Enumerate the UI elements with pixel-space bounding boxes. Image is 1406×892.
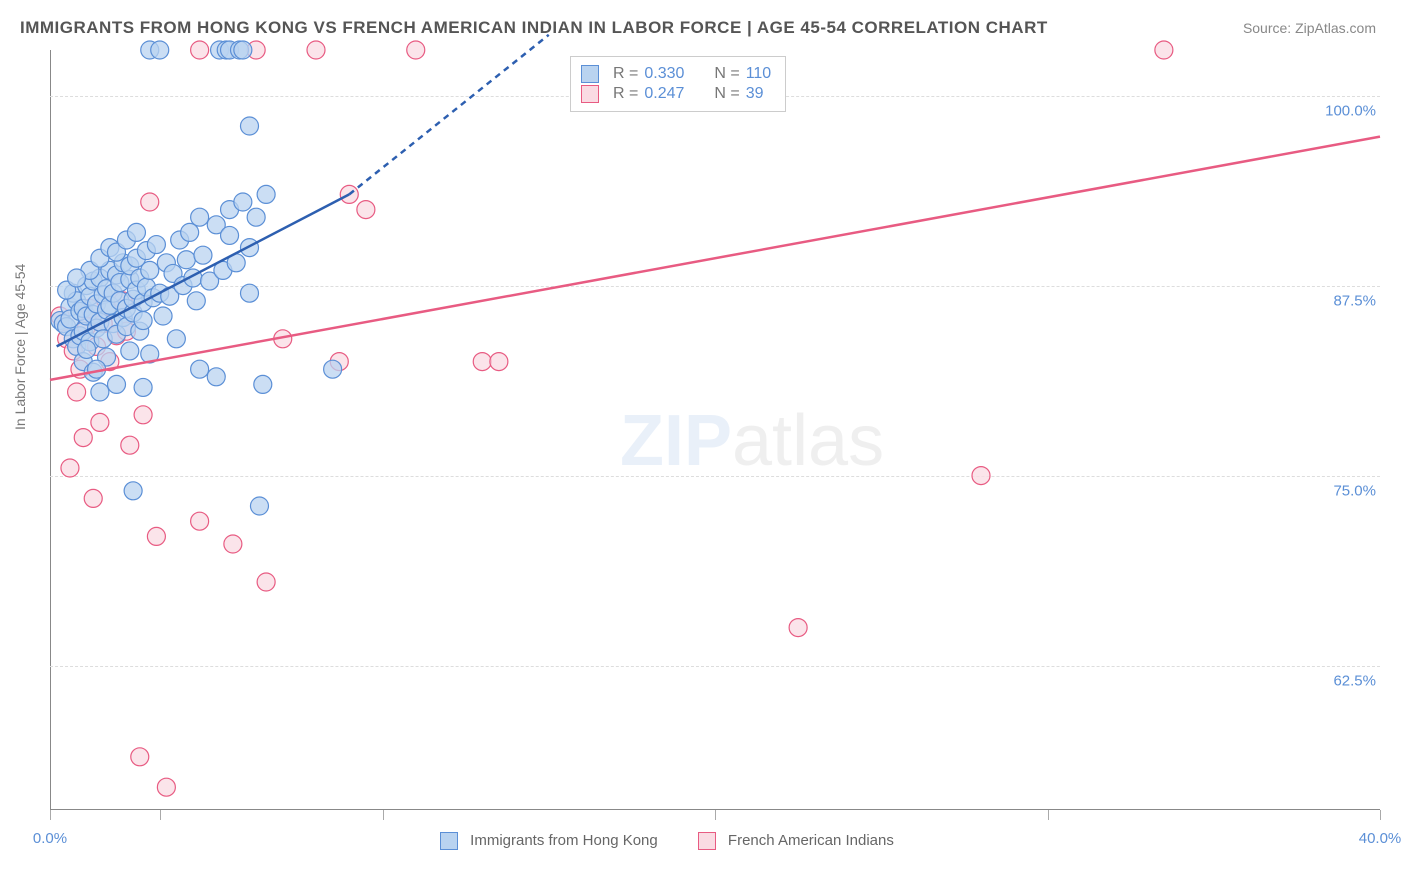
chart-title: IMMIGRANTS FROM HONG KONG VS FRENCH AMER… — [20, 18, 1048, 38]
series1-swatch-bottom — [440, 832, 458, 850]
legend-item-series2: French American Indians — [698, 832, 894, 850]
y-axis-label: In Labor Force | Age 45-54 — [12, 264, 28, 430]
n-value-1: 110 — [746, 65, 772, 83]
series2-swatch-bottom — [698, 832, 716, 850]
r-value-1: 0.330 — [644, 65, 694, 83]
r-value-2: 0.247 — [644, 85, 694, 103]
series2-swatch — [581, 85, 599, 103]
chart-svg — [50, 50, 1380, 810]
legend-item-series1: Immigrants from Hong Kong — [440, 832, 658, 850]
n-label-2: N = — [714, 85, 739, 103]
source-label: Source: ZipAtlas.com — [1243, 20, 1376, 36]
bottom-legend: Immigrants from Hong Kong French America… — [440, 832, 894, 850]
x-tick-label: 0.0% — [33, 830, 67, 847]
series2-label: French American Indians — [728, 832, 894, 849]
r-label-2: R = — [613, 85, 638, 103]
stats-legend-box: R = 0.330 N = 110 R = 0.247 N = 39 — [570, 56, 786, 112]
n-label-1: N = — [714, 65, 739, 83]
x-tick-label: 40.0% — [1359, 830, 1402, 847]
series1-scatter — [51, 41, 342, 515]
stats-row-series2: R = 0.247 N = 39 — [581, 85, 771, 103]
stats-row-series1: R = 0.330 N = 110 — [581, 65, 771, 83]
r-label-1: R = — [613, 65, 638, 83]
series1-swatch — [581, 65, 599, 83]
series1-label: Immigrants from Hong Kong — [470, 832, 658, 849]
series2-scatter — [51, 41, 1173, 796]
n-value-2: 39 — [746, 85, 764, 103]
